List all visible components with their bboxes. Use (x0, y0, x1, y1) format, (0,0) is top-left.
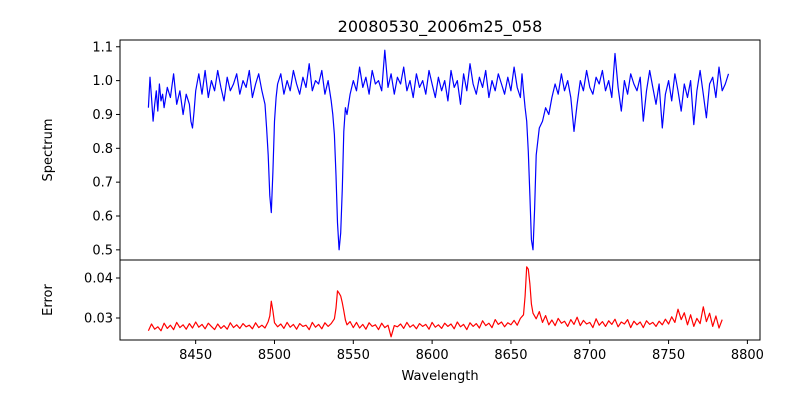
spectrum-panel: 0.5 0.6 0.7 0.8 0.9 1.0 1.1 Spectrum (41, 39, 761, 261)
spectrum-y-tick-label: 0.7 (92, 176, 113, 191)
x-tick-label: 8450 (179, 348, 212, 363)
spectrum-y-tick-label: 0.5 (92, 243, 113, 258)
error-axes-frame (119, 259, 761, 341)
x-axis-ticks: 8450 8500 8550 8600 8650 8700 8750 8800 (179, 340, 764, 363)
error-panel: 0.03 0.04 Error (41, 259, 761, 341)
x-tick-label: 8500 (258, 348, 291, 363)
spectrum-y-axis-label: Spectrum (41, 119, 56, 182)
x-tick-label: 8650 (494, 348, 527, 363)
error-y-tick-label: 0.03 (84, 312, 113, 327)
chart-title: 20080530_2006m25_058 (338, 17, 543, 37)
error-y-tick-label: 0.04 (84, 272, 113, 287)
x-tick-label: 8600 (416, 348, 449, 363)
x-tick-label: 8800 (731, 348, 764, 363)
spectrum-y-tick-label: 1.0 (92, 74, 113, 89)
spectrum-series-line-0 (147, 49, 730, 251)
spectrum-y-tick-label: 0.9 (92, 108, 113, 123)
spectrum-series (147, 49, 730, 251)
spectrum-y-tick-label: 1.1 (92, 40, 113, 55)
spectrum-axes-frame (119, 39, 761, 261)
x-axis-label: Wavelength (401, 369, 478, 384)
x-tick-label: 8550 (337, 348, 370, 363)
error-y-ticks: 0.03 0.04 (84, 272, 120, 327)
error-y-axis-label: Error (41, 284, 56, 316)
spectrum-y-tick-label: 0.8 (92, 142, 113, 157)
error-series-line-0 (147, 266, 723, 338)
spectrum-y-tick-label: 0.6 (92, 210, 113, 225)
spectrum-y-ticks: 0.5 0.6 0.7 0.8 0.9 1.0 1.1 (92, 40, 120, 258)
x-tick-label: 8700 (573, 348, 606, 363)
x-tick-label: 8750 (652, 348, 685, 363)
error-series (147, 266, 723, 338)
